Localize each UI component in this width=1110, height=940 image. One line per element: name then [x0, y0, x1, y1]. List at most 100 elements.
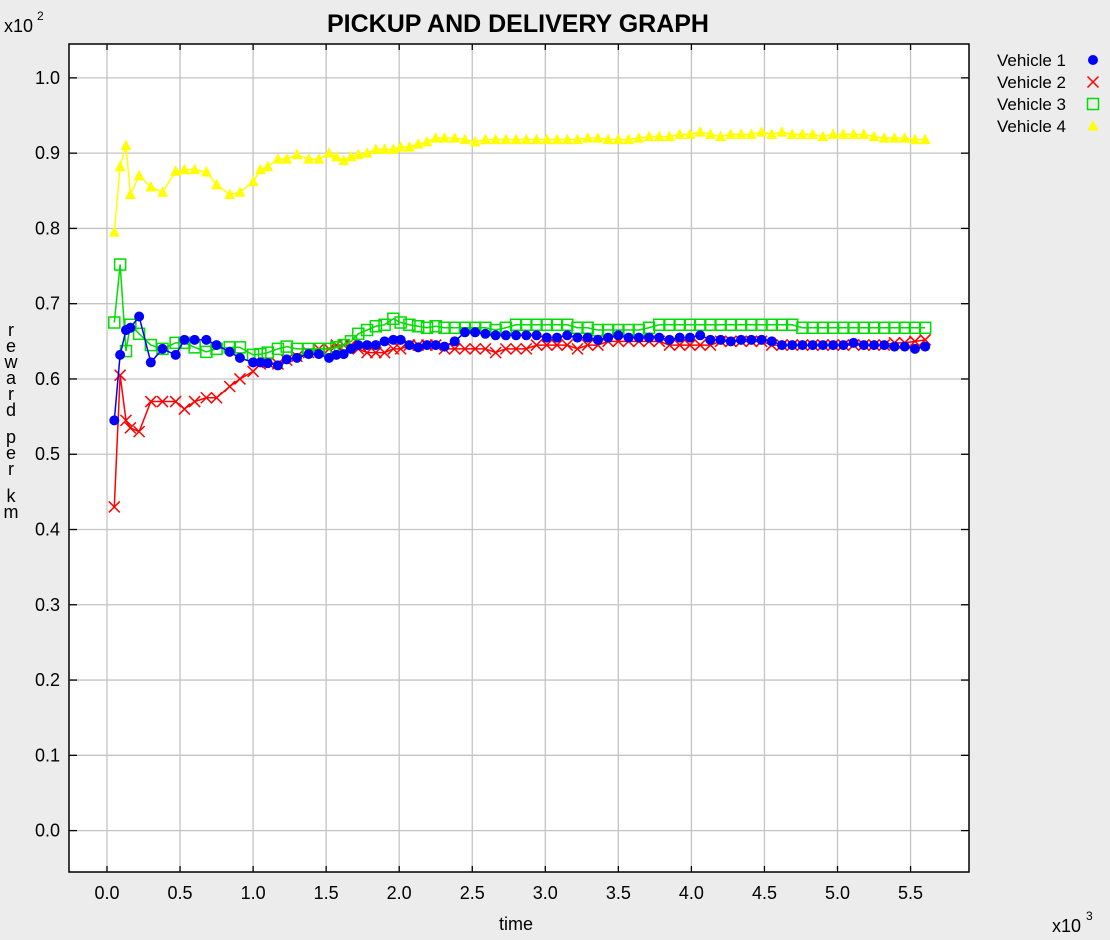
data-point: [330, 150, 342, 162]
data-point: [338, 349, 349, 360]
y-tick-label: 0.5: [35, 444, 60, 464]
x-axis-ticks: 0.0 0.5 1.0 1.5 2.0 2.5 3.0 3.5 4.0 4.5 5.0 5.5: [94, 44, 923, 903]
data-point: [807, 340, 818, 351]
x-tick-label: 0.5: [168, 883, 193, 903]
data-point: [613, 330, 624, 341]
y-axis-label-char: w: [4, 352, 19, 372]
data-point: [500, 133, 512, 145]
y-tick-label: 0.7: [35, 294, 60, 314]
data-point: [592, 132, 604, 143]
data-point: [816, 321, 830, 335]
data-point: [108, 500, 121, 513]
data-point: [360, 323, 374, 337]
data-point: [673, 318, 686, 332]
data-point: [188, 395, 201, 408]
x-multiplier-base: x10: [1052, 916, 1081, 936]
data-point: [281, 153, 293, 164]
plot-area: [68, 43, 970, 873]
x-tick-label: 4.5: [752, 883, 777, 903]
data-point: [654, 332, 665, 343]
y-multiplier: x10 2: [4, 9, 44, 36]
data-point: [827, 128, 839, 139]
data-point: [412, 138, 424, 149]
data-point: [352, 148, 364, 160]
data-point: [664, 334, 675, 345]
data-point: [909, 133, 921, 145]
data-point: [459, 327, 470, 338]
data-point: [724, 318, 738, 332]
data-point: [262, 358, 273, 369]
data-point: [379, 143, 391, 154]
data-point: [848, 337, 859, 348]
data-point: [115, 349, 126, 360]
data-point: [878, 321, 891, 335]
data-point: [908, 321, 922, 335]
data-point: [262, 160, 274, 172]
data-point: [530, 339, 543, 352]
data-point: [705, 334, 716, 345]
data-point: [369, 346, 382, 359]
data-point: [420, 321, 434, 335]
data-point: [817, 340, 828, 351]
data-point: [530, 318, 543, 332]
data-point: [571, 133, 583, 145]
data-point: [551, 332, 562, 343]
data-point: [200, 345, 213, 359]
data-point: [134, 311, 145, 322]
y-axis-label-char: r: [8, 320, 14, 340]
data-point: [323, 147, 335, 158]
data-point: [338, 154, 350, 166]
data-point: [379, 336, 390, 347]
data-point: [550, 318, 564, 332]
data-point: [272, 360, 283, 371]
data-point: [796, 321, 809, 335]
data-point: [189, 334, 200, 345]
y-tick-label: 0.3: [35, 595, 60, 615]
data-point: [521, 330, 532, 341]
data-point: [837, 321, 850, 335]
data-point: [291, 148, 303, 160]
data-point: [550, 339, 564, 352]
y-axis-label-char: p: [6, 427, 16, 447]
data-point: [766, 128, 778, 139]
data-point: [313, 153, 325, 164]
data-point: [776, 340, 787, 351]
data-point: [725, 128, 737, 139]
x-tick-label: 1.0: [241, 883, 266, 903]
data-point: [899, 132, 911, 143]
data-point: [169, 395, 182, 408]
data-point: [704, 128, 716, 139]
data-point: [560, 318, 574, 332]
data-point: [361, 147, 373, 158]
data-point: [448, 321, 461, 335]
data-point: [200, 165, 212, 177]
data-point: [178, 403, 191, 416]
data-point: [114, 369, 127, 382]
x-tick-label: 3.0: [533, 883, 558, 903]
data-point: [919, 133, 931, 145]
data-point: [898, 321, 911, 335]
data-point: [694, 339, 707, 352]
data-point: [746, 334, 757, 345]
y-axis-label-char: k: [7, 486, 17, 506]
data-point: [683, 339, 696, 352]
data-point: [224, 188, 236, 200]
data-point: [908, 335, 921, 348]
data-point: [234, 352, 245, 363]
data-point: [201, 334, 212, 345]
data-point: [170, 349, 181, 360]
data-point: [826, 321, 840, 335]
data-point: [178, 163, 190, 175]
data-point: [469, 342, 482, 355]
y-axis-label-char: d: [6, 400, 16, 420]
data-point: [388, 334, 399, 345]
data-point: [362, 340, 373, 351]
data-point: [736, 334, 747, 345]
data-point: [109, 415, 120, 426]
data-point: [920, 341, 931, 352]
data-point: [540, 339, 553, 352]
data-point: [469, 135, 481, 147]
data-point: [480, 328, 491, 339]
data-point: [281, 354, 292, 365]
data-point: [775, 318, 789, 332]
